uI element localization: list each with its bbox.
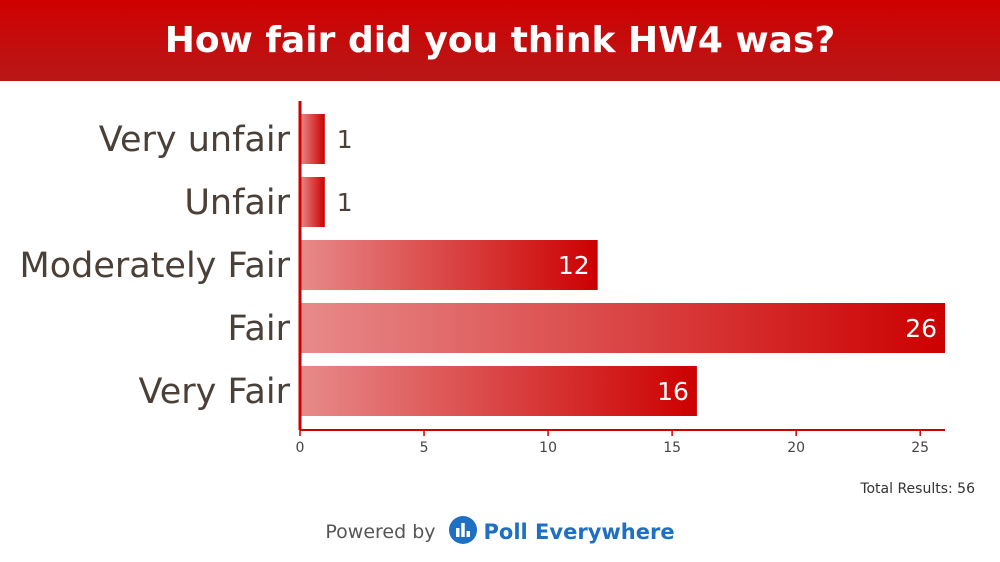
- x-tick-label: 0: [296, 440, 305, 456]
- powered-by-label: Powered by: [325, 521, 436, 543]
- x-tick-label: 25: [911, 440, 929, 456]
- category-label: Fair: [228, 309, 291, 349]
- value-label: 12: [558, 251, 590, 280]
- bar-very-unfair: [300, 114, 325, 164]
- axis-layer: 0 5 10 15 20 25: [296, 101, 945, 456]
- x-tick-label: 10: [539, 440, 557, 456]
- bar-fair: [300, 303, 945, 353]
- value-label: 1: [337, 125, 353, 154]
- x-tick-label: 15: [663, 440, 681, 456]
- category-label: Very unfair: [99, 120, 291, 160]
- value-label: 26: [905, 314, 937, 343]
- x-tick-label: 20: [787, 440, 805, 456]
- category-label: Very Fair: [139, 372, 291, 412]
- brand-name: Poll Everywhere: [483, 520, 675, 544]
- footer: Powered by Poll Everywhere: [0, 510, 1000, 554]
- value-label: 1: [337, 188, 353, 217]
- header-banner: How fair did you think HW4 was?: [0, 0, 1000, 81]
- category-label: Moderately Fair: [20, 246, 291, 286]
- poll-everywhere-logo-icon: [448, 515, 478, 550]
- bar-chart: Very unfair 1 Unfair 1 Moderately Fair 12 Fair…: [20, 101, 945, 456]
- value-label: 16: [657, 377, 689, 406]
- page-title: How fair did you think HW4 was?: [164, 20, 836, 61]
- bar-very-fair: [300, 366, 697, 416]
- category-label: Unfair: [184, 183, 290, 223]
- bars-layer: Very unfair 1 Unfair 1 Moderately Fair 12 Fair…: [20, 114, 945, 416]
- bar-moderately-fair: [300, 240, 598, 290]
- total-results: Total Results: 56: [860, 481, 975, 497]
- x-tick-label: 5: [420, 440, 429, 456]
- bar-unfair: [300, 177, 325, 227]
- brand[interactable]: Poll Everywhere: [448, 515, 675, 550]
